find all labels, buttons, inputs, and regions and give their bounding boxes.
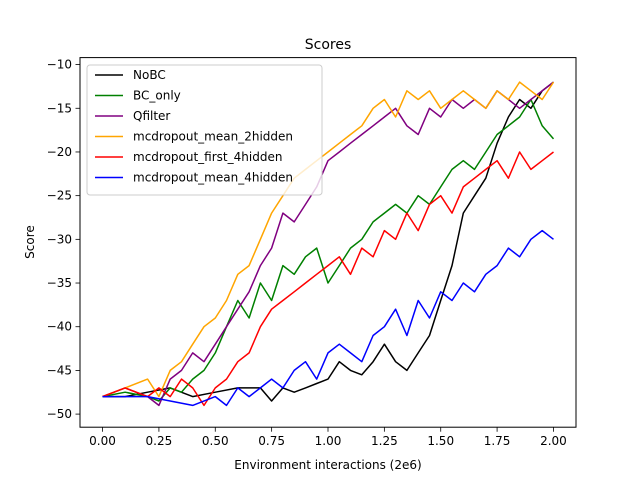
x-tick-label: 1.50 <box>427 434 454 448</box>
x-tick-label: 0.50 <box>202 434 229 448</box>
x-tick-label: 1.00 <box>315 434 342 448</box>
y-tick-label: −25 <box>47 189 72 203</box>
y-tick-label: −35 <box>47 276 72 290</box>
legend-label: Qfilter <box>133 109 170 123</box>
x-tick-label: 0.00 <box>89 434 116 448</box>
series-line-nobc <box>102 81 554 402</box>
x-tick-label: 0.25 <box>146 434 173 448</box>
y-tick-label: −30 <box>47 232 72 246</box>
x-axis-label: Environment interactions (2e6) <box>234 458 421 472</box>
legend-label: NoBC <box>133 68 166 82</box>
y-tick-label: −15 <box>47 101 72 115</box>
x-tick-label: 0.75 <box>258 434 285 448</box>
series-lines <box>102 81 555 407</box>
series-line-bc-only <box>102 98 555 402</box>
x-tick-label: 2.00 <box>540 434 567 448</box>
series-line-mcdropout-mean-4hidden <box>102 229 554 407</box>
y-axis-ticks: −50 −45 −40 −35 −30 −25 −20 −15 −10 <box>47 58 80 421</box>
legend-label: mcdropout_mean_2hidden <box>133 130 293 144</box>
legend-label: mcdropout_first_4hidden <box>133 150 282 164</box>
y-tick-label: −45 <box>47 363 72 377</box>
series-line-mcdropout-first-4hidden <box>102 151 554 407</box>
y-tick-label: −10 <box>47 58 72 72</box>
legend-label: BC_only <box>133 89 181 103</box>
y-tick-label: −40 <box>47 320 72 334</box>
legend: NoBC BC_only Qfilter mcdropout_mean_2hidden… <box>86 64 323 196</box>
chart-title: Scores <box>305 37 352 53</box>
x-tick-label: 1.25 <box>371 434 398 448</box>
y-tick-label: −20 <box>47 145 72 159</box>
y-axis-label: Score <box>23 225 37 259</box>
legend-label: mcdropout_mean_4hidden <box>133 171 293 185</box>
legend-box <box>86 64 323 196</box>
y-tick-label: −50 <box>47 407 72 421</box>
x-axis-ticks: 0.00 0.25 0.50 0.75 1.00 1.25 1.50 1.75 2.00 <box>89 427 567 448</box>
series-line-mcdropout-mean-2hidden <box>102 81 555 398</box>
x-tick-label: 1.75 <box>484 434 511 448</box>
